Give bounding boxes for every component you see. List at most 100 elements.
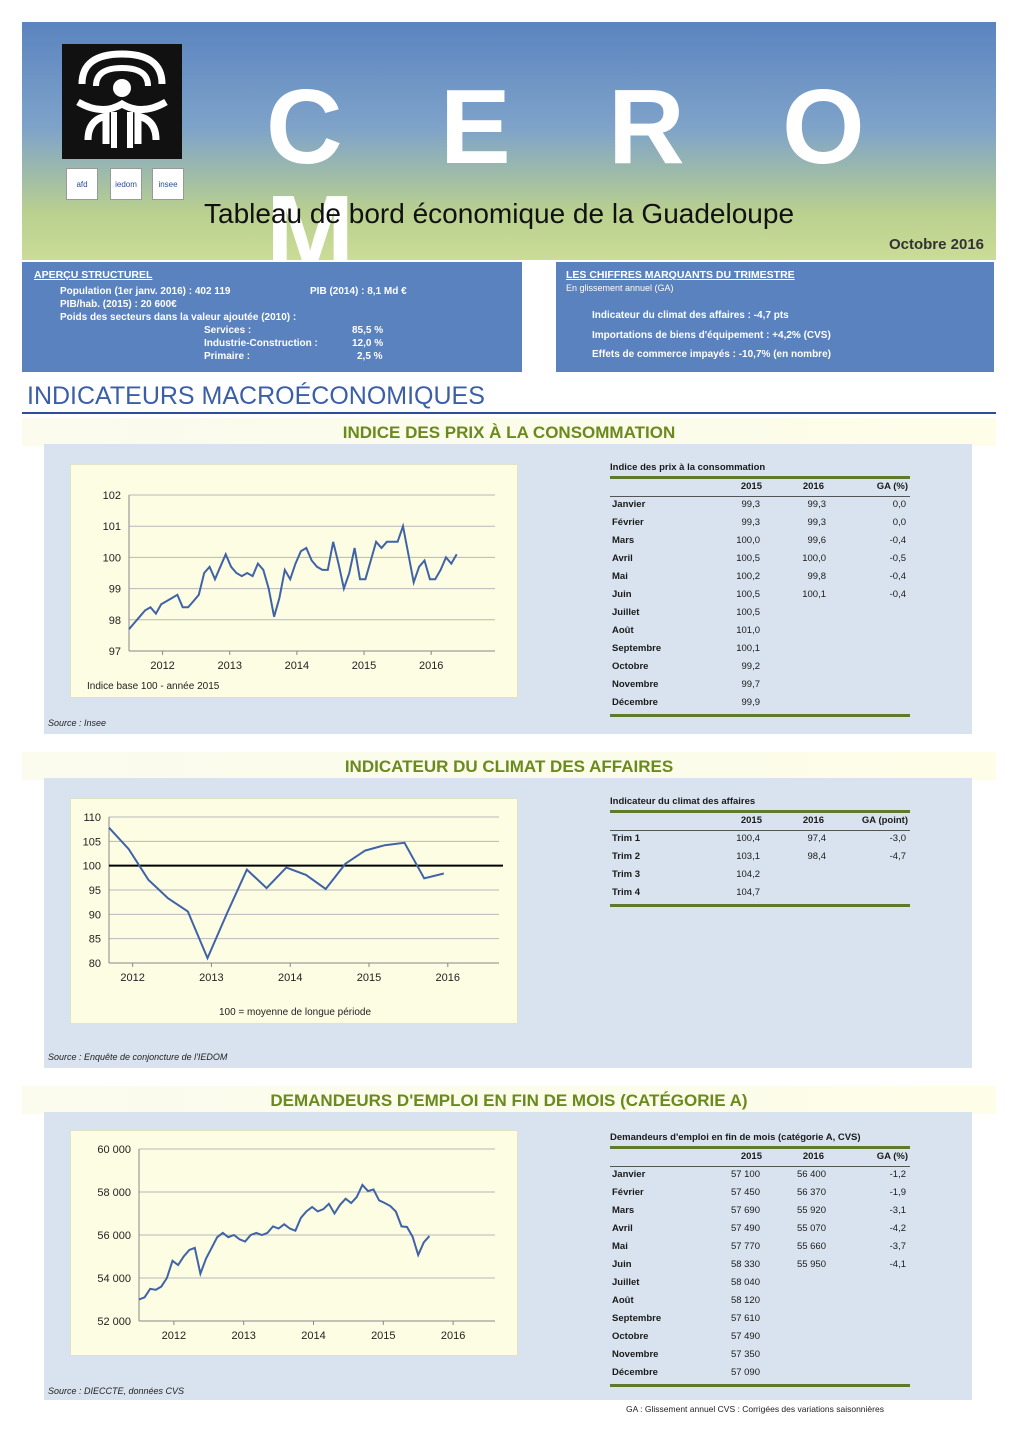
brand-title: C E R O M	[266, 68, 899, 292]
chiffres-note: En glissement annuel (GA)	[566, 283, 674, 293]
table-row: Janvier 99,3 99,3 0,0	[610, 496, 910, 514]
table-row: Juin 100,5 100,1 -0,4	[610, 586, 910, 604]
demandeurs-chart-svg: 52 000 54 000 56 000 58 000 60 000 2012 2013 20…	[97, 1144, 495, 1342]
row-label: Août	[612, 625, 634, 636]
table-rule	[610, 1384, 910, 1387]
y-tick-label: 105	[83, 836, 101, 848]
table-row: Juillet 58 040	[610, 1274, 910, 1292]
x-tick-label: 2014	[278, 972, 302, 984]
cell-2015: 99,3	[741, 517, 761, 528]
y-tick-label: 99	[109, 584, 121, 596]
row-label: Trim 2	[612, 851, 640, 862]
table-row: Trim 3 104,2	[610, 866, 910, 884]
cell-2016: 55 950	[796, 1259, 826, 1270]
row-label: Mai	[612, 571, 628, 582]
table-header-row: 2015 2016 GA (point)	[610, 812, 910, 830]
row-label: Mars	[612, 535, 635, 546]
series-line	[128, 522, 458, 630]
page-header: afd iedom insee C E R O M Tableau de bor…	[22, 22, 996, 286]
cell-2015: 58 040	[730, 1277, 760, 1288]
demandeurs-panel: 52 000 54 000 56 000 58 000 60 000 2012 2013 20…	[44, 1112, 972, 1400]
row-label: Avril	[612, 553, 633, 564]
y-tick-label: 85	[89, 934, 101, 946]
cell-2016: 98,4	[807, 851, 827, 862]
table-row: Octobre 57 490	[610, 1328, 910, 1346]
series-line	[108, 827, 445, 961]
cell-2015: 57 490	[730, 1223, 760, 1234]
sector-label: Primaire :	[204, 351, 251, 362]
table-row: Trim 1 100,4 97,4 -3,0	[610, 830, 910, 848]
table-row: Août 58 120	[610, 1292, 910, 1310]
cell-2015: 99,7	[741, 679, 761, 690]
y-tick-label: 100	[103, 552, 121, 564]
y-tick-label: 90	[89, 909, 101, 921]
cell-2015: 58 330	[730, 1259, 760, 1270]
cell-2015: 58 120	[730, 1295, 760, 1306]
pib-hab-text: PIB/hab. (2015) : 20 600€	[60, 299, 177, 310]
y-tick-label: 100	[83, 861, 101, 873]
sector-value: 85,5 %	[352, 325, 384, 336]
demandeurs-band: DEMANDEURS D'EMPLOI EN FIN DE MOIS (CATÉ…	[22, 1086, 996, 1114]
row-label: Juin	[612, 589, 632, 600]
x-tick-label: 2015	[357, 972, 381, 984]
series-line	[138, 1183, 431, 1301]
cell-ga: -4,1	[889, 1259, 906, 1270]
sector-label: Industrie-Construction :	[204, 338, 318, 349]
table-row: Juillet 100,5	[610, 604, 910, 622]
row-label: Novembre	[612, 1349, 659, 1360]
table-row: Novembre 99,7	[610, 676, 910, 694]
column-header: GA (%)	[876, 481, 908, 492]
insee-logo: insee	[152, 168, 184, 200]
cell-2015: 104,2	[736, 869, 760, 880]
table-rule	[610, 1166, 910, 1167]
table-row: Mars 57 690 55 920 -3,1	[610, 1202, 910, 1220]
ica-chart-svg: 80 85 90 95 100 105 110 2012 2013 2014 2015 2016 100…	[83, 812, 503, 1018]
cell-2015: 99,9	[741, 697, 761, 708]
cell-2016: 97,4	[807, 833, 827, 844]
chiffre-item: Effets de commerce impayés : -10,7% (en …	[592, 349, 831, 360]
row-label: Trim 1	[612, 833, 640, 844]
demandeurs-chart: 52 000 54 000 56 000 58 000 60 000 2012 2013 20…	[70, 1130, 518, 1356]
table-row: Janvier 57 100 56 400 -1,2	[610, 1166, 910, 1184]
pib-text: PIB (2014) : 8,1 Md €	[310, 286, 407, 297]
x-tick-label: 2013	[217, 660, 241, 672]
cell-2015: 103,1	[736, 851, 760, 862]
row-label: Avril	[612, 1223, 633, 1234]
row-label: Mars	[612, 1205, 635, 1216]
chart-note: Indice base 100 - année 2015	[87, 681, 220, 692]
y-tick-label: 58 000	[97, 1187, 131, 1199]
table-rule	[610, 714, 910, 717]
cell-2016: 100,1	[802, 589, 826, 600]
cell-2016: 56 370	[796, 1187, 826, 1198]
row-label: Novembre	[612, 679, 659, 690]
x-tick-label: 2012	[150, 660, 174, 672]
row-label: Octobre	[612, 661, 649, 672]
cell-2015: 104,7	[736, 887, 760, 898]
table-rule	[610, 904, 910, 907]
ipc-table: Indice des prix à la consommation 2015 201…	[610, 462, 910, 718]
chiffres-marquants-box: LES CHIFFRES MARQUANTS DU TRIMESTRE En g…	[556, 262, 994, 372]
ipc-title: INDICE DES PRIX À LA CONSOMMATION	[342, 423, 676, 442]
cell-2015: 100,4	[736, 833, 760, 844]
cell-ga: -3,7	[889, 1241, 906, 1252]
iedom-logo: iedom	[110, 168, 142, 200]
x-tick-label: 2015	[371, 1330, 395, 1342]
ica-panel: 80 85 90 95 100 105 110 2012 2013 2014 2015 2016 100…	[44, 778, 972, 1068]
demandeurs-title: DEMANDEURS D'EMPLOI EN FIN DE MOIS (CATÉ…	[270, 1091, 748, 1110]
table-rule	[610, 496, 910, 497]
table-rule	[610, 476, 910, 479]
column-header: 2016	[802, 1151, 824, 1162]
cell-2016: 99,3	[807, 517, 827, 528]
row-label: Octobre	[612, 1331, 649, 1342]
row-label: Trim 3	[612, 869, 640, 880]
cell-2015: 57 490	[730, 1331, 760, 1342]
cell-2015: 101,0	[736, 625, 760, 636]
table-rule	[610, 1146, 910, 1149]
population-text: Population (1er janv. 2016) : 402 119	[60, 286, 231, 297]
table-row: Décembre 99,9	[610, 694, 910, 712]
y-tick-label: 110	[83, 812, 101, 824]
table-row: Novembre 57 350	[610, 1346, 910, 1364]
x-tick-label: 2013	[199, 972, 223, 984]
chiffre-item: Indicateur du climat des affaires : -4,7…	[592, 310, 789, 321]
table-row: Trim 2 103,1 98,4 -4,7	[610, 848, 910, 866]
